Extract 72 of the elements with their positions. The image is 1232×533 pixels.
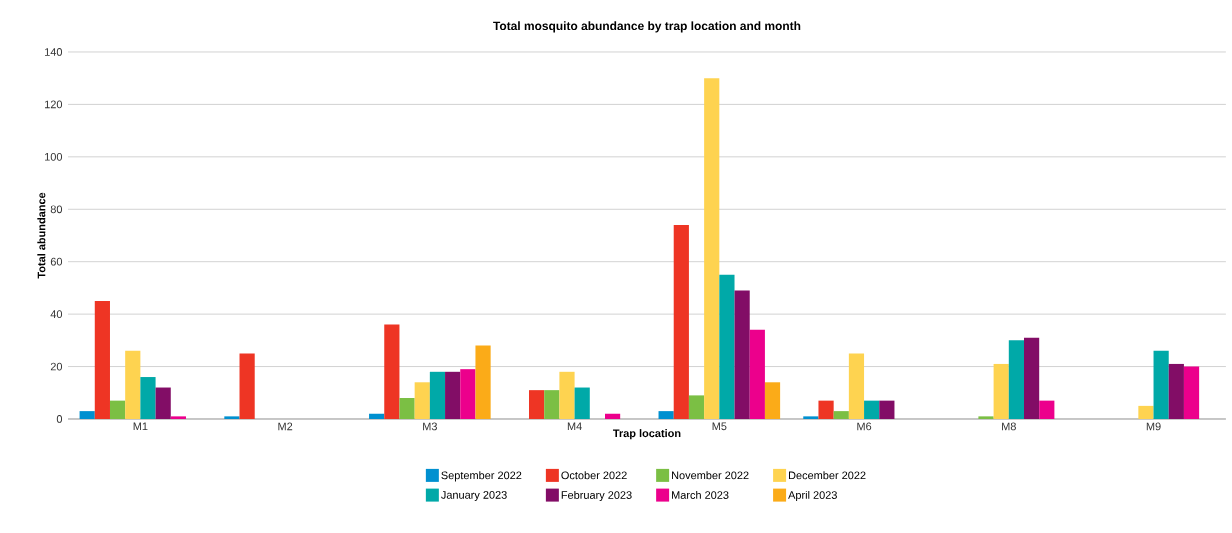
bar: [1153, 350, 1169, 419]
bar: [1138, 405, 1154, 419]
bar: [764, 382, 781, 419]
bar: [1039, 400, 1055, 419]
bar: [399, 398, 415, 419]
legend-label: March 2023: [672, 490, 729, 499]
bar: [1008, 340, 1024, 419]
x-tick-label: M4: [567, 422, 582, 431]
bar: [239, 353, 255, 419]
bar: [658, 411, 674, 419]
y-tick-label: 20: [50, 362, 63, 371]
y-tick-label: 120: [45, 100, 63, 109]
y-tick-label: 100: [45, 152, 63, 161]
bar: [94, 301, 110, 419]
legend-label: October 2022: [561, 471, 627, 480]
y-tick-label: 60: [50, 257, 63, 266]
bar: [155, 387, 171, 419]
bar: [170, 416, 186, 419]
x-tick-label: M3: [423, 422, 437, 431]
x-tick-label: M1: [133, 422, 148, 431]
bar: [688, 395, 705, 419]
bar: [719, 274, 735, 419]
legend-label: November 2022: [672, 471, 749, 480]
bar: [734, 290, 750, 419]
bar: [1168, 363, 1184, 419]
y-tick-label: 0: [56, 415, 63, 423]
bar: [1024, 337, 1040, 419]
bar: [140, 377, 156, 419]
bar: [414, 382, 430, 419]
bar: [429, 371, 446, 419]
bar: [604, 413, 621, 419]
x-tick-label: M6: [857, 422, 872, 431]
bar: [704, 78, 720, 419]
bar: [544, 390, 560, 419]
y-tick-label: 80: [50, 205, 63, 214]
x-tick-label: M2: [278, 422, 293, 431]
x-tick-label: M8: [1002, 422, 1016, 431]
x-tick-label: M9: [1146, 422, 1161, 431]
bar: [673, 225, 689, 419]
y-tick-label: 140: [45, 48, 63, 56]
x-tick-label: M5: [712, 422, 727, 431]
bar: [445, 371, 461, 419]
bar: [803, 416, 819, 419]
bar: [1183, 366, 1200, 419]
bar: [574, 387, 590, 419]
bar: [749, 329, 765, 419]
bar: [79, 411, 95, 419]
legend-label: April 2023: [788, 490, 837, 502]
bar: [528, 390, 545, 419]
bar: [833, 411, 849, 419]
bar: [224, 416, 240, 419]
bar: [125, 350, 141, 419]
legend-label: February 2023: [561, 490, 632, 502]
legend-label: September 2022: [441, 471, 522, 482]
bar: [109, 400, 126, 419]
bar: [460, 369, 476, 419]
legend-label: December 2022: [788, 471, 866, 480]
x-axis-title: Trap location: [612, 429, 681, 440]
bar: [864, 400, 880, 419]
bar: [978, 416, 994, 419]
bar: [818, 400, 834, 419]
bar: [848, 353, 865, 419]
bar: [384, 324, 400, 419]
bar: [879, 400, 895, 419]
bar: [559, 371, 575, 419]
y-axis-title: Total abundance: [37, 192, 46, 279]
bar: [993, 363, 1009, 419]
y-tick-label: 40: [50, 310, 63, 319]
bar: [475, 345, 491, 419]
bar: [369, 413, 385, 419]
legend-label: January 2023: [441, 491, 507, 501]
chart-title: Total mosquito abundance by trap location and month: [493, 21, 801, 33]
